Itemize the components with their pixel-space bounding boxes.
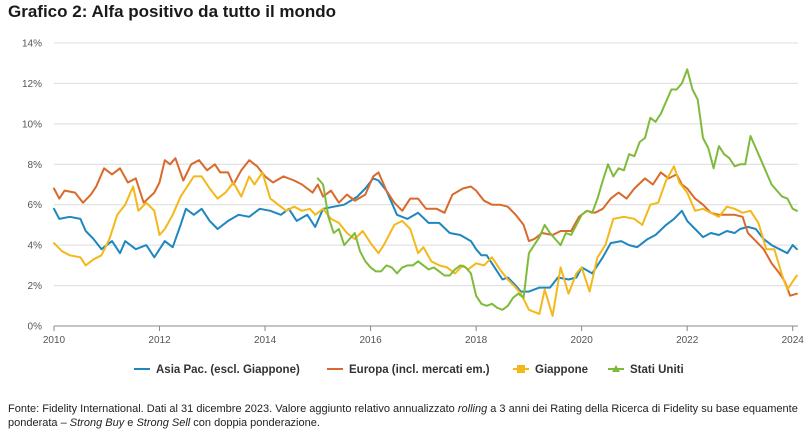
legend-triangle-icon — [608, 364, 624, 372]
y-tick-label: 12% — [22, 79, 42, 90]
x-tick-label: 2024 — [782, 335, 805, 346]
legend-label: Asia Pac. (escl. Giappone) — [156, 364, 300, 376]
legend-line-icon — [327, 367, 343, 370]
line-chart: 0% 2% 4% 6% 8% 10% 12% 14% 2010 2012 2014 2016 2018… — [22, 39, 804, 347]
series-lines — [53, 68, 798, 317]
series-line-giappone — [53, 165, 798, 317]
legend-label: Stati Uniti — [630, 364, 684, 376]
legend-item-europa: Europa (incl. mercati em.) — [327, 364, 490, 376]
footnote-text: con doppia ponderazione. — [190, 417, 320, 429]
x-axis: 2010 2012 2014 2016 2018 2020 2022 2024 — [43, 326, 804, 346]
footnote-emphasis: Strong Buy — [69, 417, 125, 429]
x-tick-label: 2018 — [465, 335, 488, 346]
y-tick-label: 14% — [22, 39, 42, 50]
series-line-asia-pac-escl-giappone — [53, 177, 798, 293]
y-tick-label: 2% — [28, 281, 43, 292]
y-tick-label: 4% — [28, 241, 43, 252]
legend-item-asia: Asia Pac. (escl. Giappone) — [134, 364, 300, 376]
x-tick-label: 2010 — [43, 335, 66, 346]
gridlines — [54, 42, 798, 327]
legend-item-stati-uniti: Stati Uniti — [608, 364, 684, 376]
y-tick-label: 6% — [28, 200, 43, 211]
x-tick-label: 2012 — [148, 335, 171, 346]
footnote-text: a 3 anni dei Rating della Ricerca di Fid… — [8, 403, 798, 429]
y-tick-label: 0% — [28, 322, 43, 333]
chart-title: Grafico 2: Alfa positivo da tutto il mon… — [8, 2, 337, 21]
legend: Asia Pac. (escl. Giappone) Europa (incl.… — [0, 364, 811, 382]
x-tick-label: 2020 — [571, 335, 594, 346]
legend-line-icon — [134, 367, 150, 370]
y-tick-label: 10% — [22, 119, 42, 130]
y-tick-label: 8% — [28, 160, 43, 171]
series-line-europa-incl-mercati-em — [53, 157, 798, 297]
legend-item-giappone: Giappone — [513, 364, 588, 376]
legend-square-icon — [513, 364, 529, 373]
x-tick-label: 2022 — [676, 335, 699, 346]
footnote-emphasis: Strong Sell — [136, 417, 191, 429]
legend-label: Giappone — [535, 364, 589, 376]
y-axis-ticks: 0% 2% 4% 6% 8% 10% 12% 14% — [22, 39, 42, 333]
footnote-text: Fonte: Fidelity International. Dati al 3… — [8, 403, 458, 415]
x-tick-label: 2016 — [359, 335, 382, 346]
legend-label: Europa (incl. mercati em.) — [349, 364, 490, 376]
series-line-stati-uniti — [316, 68, 798, 311]
x-tick-label: 2014 — [254, 335, 277, 346]
footnote-emphasis: rolling — [457, 403, 488, 415]
source-footnote: Fonte: Fidelity International. Dati al 3… — [8, 402, 798, 430]
footnote-text: e — [124, 417, 137, 429]
